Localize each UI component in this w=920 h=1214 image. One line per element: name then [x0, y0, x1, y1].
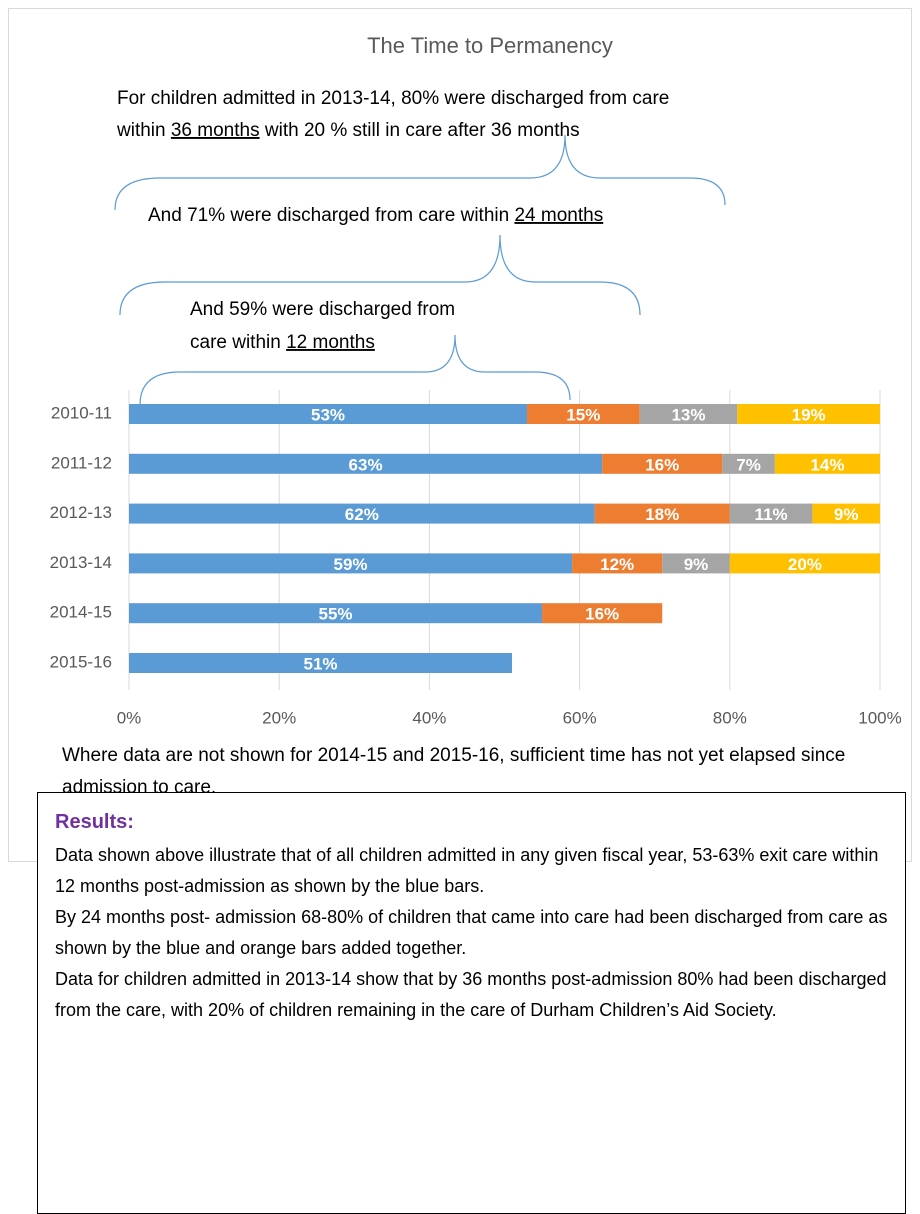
results-heading: Results:	[55, 811, 134, 833]
data-label: 16%	[645, 455, 679, 474]
annotation-part: within	[116, 120, 171, 141]
bar-segment	[729, 553, 880, 574]
data-label: 62%	[345, 505, 379, 524]
annotation-part: 36 months	[171, 120, 260, 141]
data-label: 20%	[788, 555, 822, 574]
bar-segment	[662, 553, 730, 574]
data-label: 18%	[645, 505, 679, 524]
y-tick-label: 2013-14	[50, 553, 112, 572]
data-label: 51%	[303, 654, 337, 673]
data-label: 14%	[810, 455, 844, 474]
bar-segment	[129, 553, 573, 574]
data-label: 59%	[334, 555, 368, 574]
x-tick-label: 80%	[713, 708, 747, 727]
brace	[139, 334, 571, 406]
x-tick-label: 60%	[563, 708, 597, 727]
annotation: within 36 months with 20 % still in care…	[116, 120, 580, 141]
annotation-part: And 59% were discharged from	[190, 299, 455, 320]
chart-title: The Time to Permanency	[367, 33, 613, 58]
annotation-part: 24 months	[514, 205, 603, 226]
bar-segment	[572, 553, 663, 574]
annotation-part: For children admitted in 2013-14, 80% we…	[117, 88, 669, 109]
y-tick-label: 2010-11	[51, 403, 112, 422]
bar-segment	[594, 503, 730, 524]
data-label: 19%	[792, 405, 826, 424]
data-label: 9%	[834, 505, 859, 524]
annotation-part: care within	[190, 332, 286, 353]
chart: The Time to Permanency For children admi…	[50, 33, 902, 728]
annotation-part: And 71% were discharged from care within	[148, 205, 514, 226]
data-label: 55%	[319, 605, 353, 624]
bar-segment	[129, 503, 595, 524]
results-paragraph: Data shown above illustrate that of all …	[55, 845, 879, 896]
bar-segment	[729, 503, 813, 524]
bar-segment	[542, 603, 663, 624]
x-tick-label: 0%	[117, 708, 142, 727]
bar-segment	[129, 653, 513, 673]
annotation: And 59% were discharged from	[190, 299, 455, 320]
bar-segment	[129, 404, 528, 424]
y-tick-label: 2014-15	[50, 603, 112, 622]
braces	[114, 134, 726, 406]
annotation: For children admitted in 2013-14, 80% we…	[117, 88, 669, 109]
data-label: 12%	[600, 555, 634, 574]
bar-segment	[722, 453, 775, 474]
data-label: 11%	[755, 505, 788, 524]
data-label: 16%	[585, 605, 619, 624]
bar-segment	[527, 404, 640, 424]
brace	[114, 134, 726, 211]
results-box: Results: Data shown above illustrate tha…	[37, 792, 906, 1214]
annotation-part: 12 months	[286, 332, 375, 353]
results-paragraph: Data for children admitted in 2013-14 sh…	[55, 969, 887, 1020]
x-tick-label: 100%	[858, 708, 901, 727]
annotation: care within 12 months	[190, 332, 375, 353]
bar-segment	[639, 404, 738, 424]
bar-segment	[602, 453, 723, 474]
data-label: 63%	[349, 455, 383, 474]
bar-segment	[737, 404, 880, 424]
y-tick-label: 2012-13	[50, 503, 112, 522]
bar-segment	[129, 603, 543, 624]
annotation-part: with 20 % still in care after 36 months	[260, 120, 580, 141]
x-tick-label: 40%	[412, 708, 446, 727]
brace	[119, 234, 641, 316]
annotation: And 71% were discharged from care within…	[148, 205, 603, 226]
data-label: 7%	[736, 455, 761, 474]
data-label: 53%	[311, 405, 345, 424]
y-tick-label: 2015-16	[50, 652, 112, 671]
y-tick-label: 2011-12	[51, 453, 112, 472]
x-tick-label: 20%	[262, 708, 296, 727]
data-label: 9%	[684, 555, 709, 574]
bar-segment	[129, 453, 603, 474]
bar-segment	[774, 453, 880, 474]
data-label: 13%	[671, 405, 705, 424]
results-paragraph: By 24 months post- admission 68-80% of c…	[55, 907, 888, 958]
bar-segment	[812, 503, 880, 524]
data-label: 15%	[566, 405, 600, 424]
